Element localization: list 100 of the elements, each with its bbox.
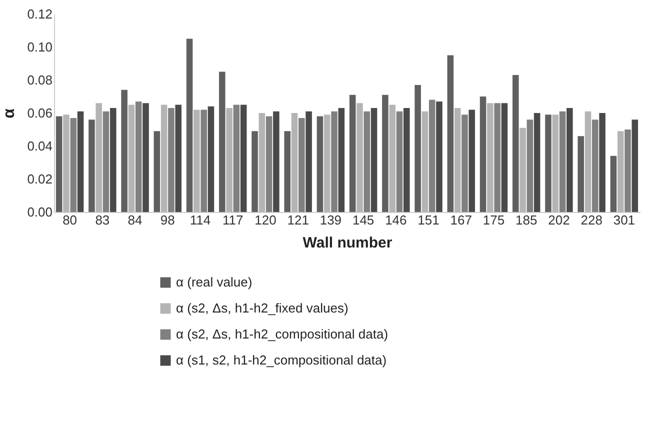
bar (200, 110, 207, 212)
bar (316, 116, 324, 212)
x-tick-label: 202 (548, 212, 570, 228)
bar (102, 111, 110, 212)
bar (526, 120, 534, 212)
bar (534, 113, 540, 212)
bar (240, 104, 247, 212)
x-tick-label: 228 (580, 212, 602, 228)
x-tick-label: 114 (190, 212, 211, 228)
legend-label: α (s2, Δs, h1-h2_fixed values) (176, 300, 348, 316)
y-tick-label: 0.04 (27, 138, 52, 154)
bar (610, 156, 617, 212)
bar (545, 114, 552, 212)
x-tick-label: 185 (516, 212, 538, 228)
legend-label: α (s1, s2, h1-h2_compositional data) (176, 352, 387, 368)
bar (578, 136, 584, 212)
bar (364, 111, 370, 212)
x-tick-label: 145 (352, 212, 374, 228)
bar (186, 38, 193, 212)
x-tick-label: 151 (418, 212, 440, 228)
bar (599, 113, 606, 212)
bar (168, 108, 174, 212)
x-tick-label: 80 (62, 212, 78, 228)
x-tick-label: 139 (320, 212, 342, 228)
bar (389, 104, 396, 212)
bar (422, 111, 428, 212)
y-tick-label: 0.06 (27, 106, 52, 120)
bar (454, 108, 461, 212)
bar (501, 103, 508, 212)
bar (592, 120, 598, 212)
bar (273, 111, 280, 212)
bar (370, 108, 378, 212)
bar (56, 116, 62, 212)
x-tick-label: 98 (160, 212, 175, 228)
y-tick-label: 0.10 (27, 40, 52, 54)
bar (128, 104, 135, 212)
bar (396, 111, 403, 212)
bar (624, 130, 631, 212)
bar (356, 103, 363, 212)
bar (154, 131, 160, 212)
x-tick-label: 175 (482, 212, 505, 228)
bar (258, 113, 266, 212)
bar (96, 103, 102, 212)
bar (436, 101, 442, 212)
bar (63, 114, 70, 212)
x-tick-label: 121 (287, 212, 309, 228)
y-tick-label: 0.12 (27, 6, 52, 22)
bar (226, 108, 232, 212)
legend-label: α (real value) (176, 274, 252, 290)
bar (121, 90, 128, 212)
bar (77, 111, 84, 212)
bar (512, 75, 519, 212)
bar (617, 131, 624, 212)
bar (70, 118, 77, 212)
bar (403, 108, 410, 212)
bar (552, 114, 559, 212)
bar (266, 116, 272, 212)
x-axis-title: Wall number (302, 234, 392, 252)
y-tick-label: 0.02 (27, 172, 52, 186)
bar (233, 104, 240, 212)
y-tick-label: 0.00 (27, 204, 52, 220)
bar (468, 110, 475, 212)
bar (428, 100, 436, 212)
bar (175, 104, 182, 212)
bar (284, 131, 291, 212)
bar (194, 110, 200, 212)
y-tick-label: 0.08 (27, 72, 52, 88)
bar (298, 118, 305, 212)
bar (88, 120, 95, 212)
bar (584, 111, 592, 212)
bar (520, 128, 526, 212)
bar (306, 111, 312, 212)
bar (382, 94, 388, 212)
bar (447, 55, 454, 212)
bar (338, 108, 345, 212)
y-axis-title: α (1, 108, 18, 118)
bar (494, 103, 500, 212)
legend-label: α (s2, Δs, h1-h2_compositional data) (176, 326, 388, 342)
bar (324, 114, 330, 212)
bar (480, 96, 486, 212)
bar (566, 108, 573, 212)
x-tick-label: 120 (254, 212, 276, 228)
bar (142, 103, 149, 212)
x-tick-label: 84 (128, 212, 142, 228)
bar (349, 94, 356, 212)
bar (160, 104, 168, 212)
bar (632, 120, 638, 212)
x-tick-label: 146 (385, 212, 407, 228)
bar (487, 103, 494, 212)
bar (219, 72, 226, 212)
bar (291, 113, 298, 212)
bar (462, 114, 468, 212)
x-tick-label: 301 (613, 212, 636, 228)
bar (135, 101, 142, 212)
bar (559, 111, 566, 212)
x-tick-label: 83 (95, 212, 110, 228)
x-tick-label: 167 (450, 212, 472, 228)
bar (252, 131, 258, 212)
bar (414, 84, 421, 212)
bar (331, 111, 338, 212)
